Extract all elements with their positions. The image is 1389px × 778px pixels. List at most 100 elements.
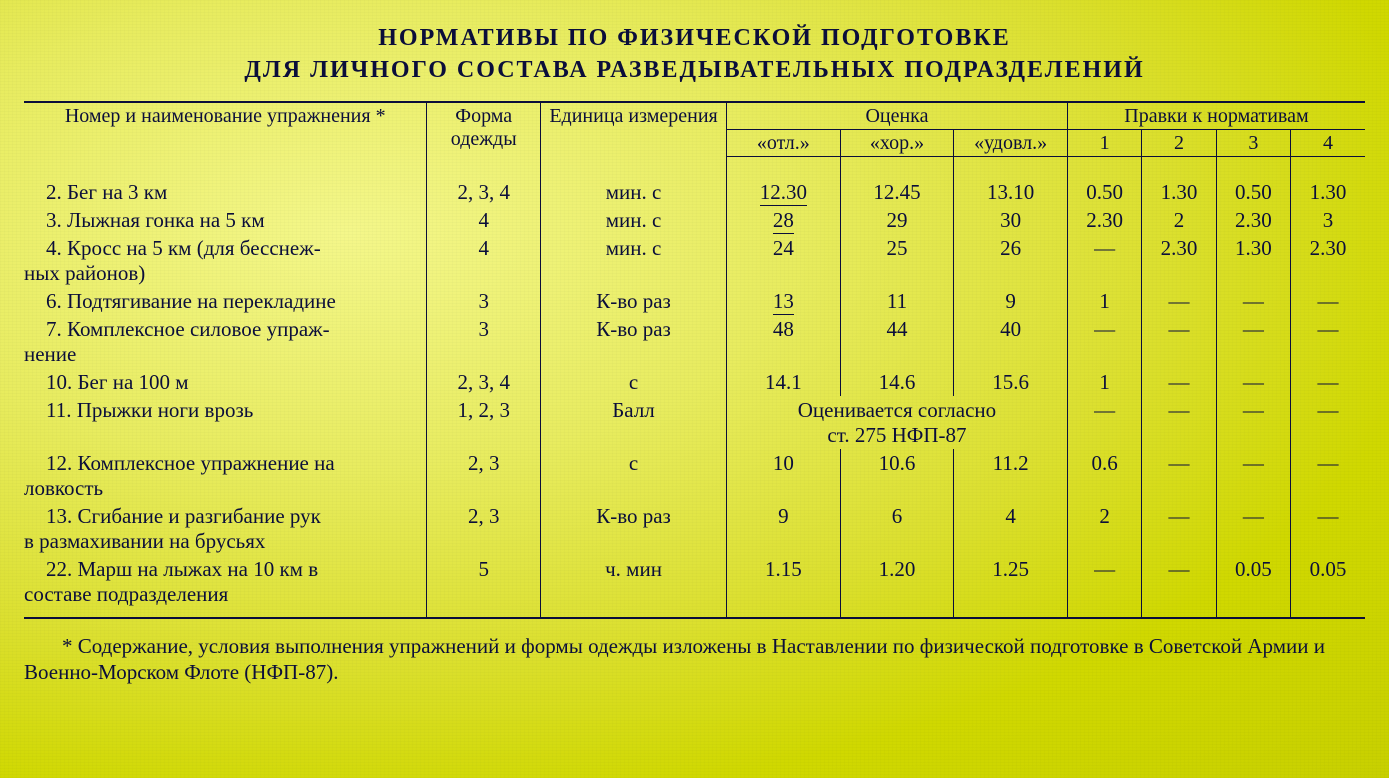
cell-adj-2: — (1142, 315, 1216, 368)
cell-adj-4: — (1291, 315, 1365, 368)
standards-table: Номер и наименование упражнения * Форма … (24, 101, 1365, 619)
col-group-grade: Оценка (727, 102, 1068, 130)
cell-adj-3: — (1216, 368, 1290, 396)
cell-grade-khor: 25 (840, 234, 954, 287)
cell-unit: Балл (541, 396, 727, 449)
cell-grade-udovl: 4 (954, 502, 1068, 555)
cell-form: 3 (427, 315, 541, 368)
cell-unit: мин. с (541, 234, 727, 287)
cell-adj-4: 3 (1291, 206, 1365, 234)
exercise-name: 22. Марш на лыжах на 10 км в (24, 557, 420, 582)
exercise-name: 13. Сгибание и разгибание рук (24, 504, 420, 529)
cell-adj-3: — (1216, 502, 1290, 555)
table-row: 7. Комплексное силовое упраж- нение 3 К-… (24, 315, 1365, 368)
cell-adj-1: 0.6 (1067, 449, 1141, 502)
exercise-name: 11. Прыжки ноги врозь (24, 398, 420, 423)
cell-form: 5 (427, 555, 541, 618)
table-row: 3. Лыжная гонка на 5 км 4 мин. с 28 29 3… (24, 206, 1365, 234)
cell-grade-otl: 14.1 (727, 368, 841, 396)
cell-adj-2: 2 (1142, 206, 1216, 234)
cell-form: 3 (427, 287, 541, 315)
cell-grade-khor: 10.6 (840, 449, 954, 502)
cell-grade-udovl: 30 (954, 206, 1068, 234)
exercise-name-cont: ных районов) (24, 261, 420, 286)
cell-adj-4: — (1291, 368, 1365, 396)
cell-adj-3: — (1216, 287, 1290, 315)
exercise-name: 4. Кросс на 5 км (для бесснеж- (24, 236, 420, 261)
cell-grade-khor: 29 (840, 206, 954, 234)
cell-adj-2: — (1142, 555, 1216, 618)
cell-adj-1: — (1067, 315, 1141, 368)
cell-adj-4: — (1291, 287, 1365, 315)
cell-adj-1: 0.50 (1067, 178, 1141, 206)
cell-grade-udovl: 26 (954, 234, 1068, 287)
cell-unit: мин. с (541, 206, 727, 234)
cell-adj-2: — (1142, 396, 1216, 449)
cell-adj-1: — (1067, 555, 1141, 618)
cell-unit: К-во раз (541, 287, 727, 315)
exercise-name: 12. Комплексное упражнение на (24, 451, 420, 476)
cell-adj-2: — (1142, 287, 1216, 315)
cell-unit: К-во раз (541, 502, 727, 555)
cell-form: 4 (427, 234, 541, 287)
table-row: 12. Комплексное упражнение на ловкость 2… (24, 449, 1365, 502)
exercise-name-cont: в размахивании на брусьях (24, 529, 420, 554)
cell-form: 2, 3 (427, 502, 541, 555)
cell-grade-khor: 12.45 (840, 178, 954, 206)
cell-adj-4: 2.30 (1291, 234, 1365, 287)
table-row: 6. Подтягивание на перекладине 3 К-во ра… (24, 287, 1365, 315)
col-group-adjust: Правки к нормативам (1067, 102, 1365, 130)
cell-grade-otl: 13 (773, 289, 794, 313)
col-header-adj-3: 3 (1216, 129, 1290, 156)
title-line-1: НОРМАТИВЫ ПО ФИЗИЧЕСКОЙ ПОДГОТОВКЕ (378, 25, 1010, 51)
cell-adj-3: 0.50 (1216, 178, 1290, 206)
exercise-name-cont: составе подразделения (24, 582, 420, 607)
cell-grade-udovl: 15.6 (954, 368, 1068, 396)
col-header-adj-1: 1 (1067, 129, 1141, 156)
cell-adj-3: 2.30 (1216, 206, 1290, 234)
cell-grade-otl: 48 (727, 315, 841, 368)
cell-form: 4 (427, 206, 541, 234)
cell-grade-merged-note: Оценивается согласно ст. 275 НФП-87 (727, 396, 1068, 449)
cell-adj-4: — (1291, 502, 1365, 555)
cell-grade-otl: 28 (773, 208, 794, 232)
col-header-unit: Единица измерения (541, 102, 727, 157)
cell-grade-otl: 1.15 (727, 555, 841, 618)
cell-grade-khor: 6 (840, 502, 954, 555)
page-title: НОРМАТИВЫ ПО ФИЗИЧЕСКОЙ ПОДГОТОВКЕ ДЛЯ Л… (24, 22, 1365, 87)
exercise-name: 6. Подтягивание на перекладине (24, 289, 420, 314)
table-row: 11. Прыжки ноги врозь 1, 2, 3 Балл Оцени… (24, 396, 1365, 449)
cell-adj-2: 2.30 (1142, 234, 1216, 287)
exercise-name: 3. Лыжная гонка на 5 км (24, 208, 420, 233)
cell-adj-3: 1.30 (1216, 234, 1290, 287)
cell-form: 2, 3, 4 (427, 368, 541, 396)
cell-unit: мин. с (541, 178, 727, 206)
cell-adj-2: — (1142, 502, 1216, 555)
col-header-grade-udovl: «удовл.» (954, 129, 1068, 156)
cell-form: 2, 3, 4 (427, 178, 541, 206)
cell-adj-1: — (1067, 396, 1141, 449)
table-row: 4. Кросс на 5 км (для бесснеж- ных район… (24, 234, 1365, 287)
cell-adj-1: — (1067, 234, 1141, 287)
cell-grade-khor: 14.6 (840, 368, 954, 396)
cell-adj-3: — (1216, 315, 1290, 368)
col-header-grade-khor: «хор.» (840, 129, 954, 156)
cell-grade-udovl: 13.10 (954, 178, 1068, 206)
cell-grade-udovl: 9 (954, 287, 1068, 315)
col-header-adj-2: 2 (1142, 129, 1216, 156)
col-header-adj-4: 4 (1291, 129, 1365, 156)
exercise-name: 10. Бег на 100 м (24, 370, 420, 395)
cell-unit: с (541, 368, 727, 396)
cell-grade-otl: 10 (727, 449, 841, 502)
cell-adj-3: 0.05 (1216, 555, 1290, 618)
cell-adj-2: 1.30 (1142, 178, 1216, 206)
cell-adj-2: — (1142, 368, 1216, 396)
cell-grade-khor: 11 (840, 287, 954, 315)
table-row: 2. Бег на 3 км 2, 3, 4 мин. с 12.30 12.4… (24, 178, 1365, 206)
footnote: * Содержание, условия выполнения упражне… (24, 633, 1365, 686)
cell-form: 1, 2, 3 (427, 396, 541, 449)
cell-adj-1: 2.30 (1067, 206, 1141, 234)
cell-grade-otl: 24 (727, 234, 841, 287)
table-row: 10. Бег на 100 м 2, 3, 4 с 14.1 14.6 15.… (24, 368, 1365, 396)
cell-adj-4: — (1291, 396, 1365, 449)
